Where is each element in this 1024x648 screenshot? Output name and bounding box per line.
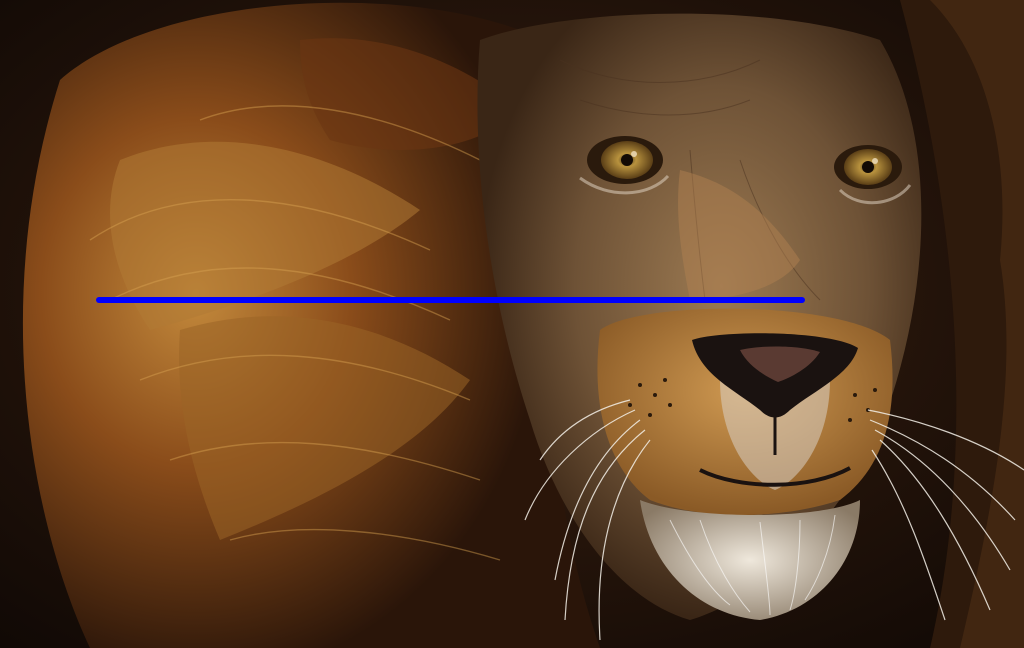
left-eye bbox=[579, 136, 670, 195]
right-eye bbox=[834, 145, 912, 205]
whiskers bbox=[524, 399, 1024, 641]
nose bbox=[692, 333, 858, 487]
chin bbox=[640, 500, 860, 620]
mane bbox=[22, 0, 1024, 648]
